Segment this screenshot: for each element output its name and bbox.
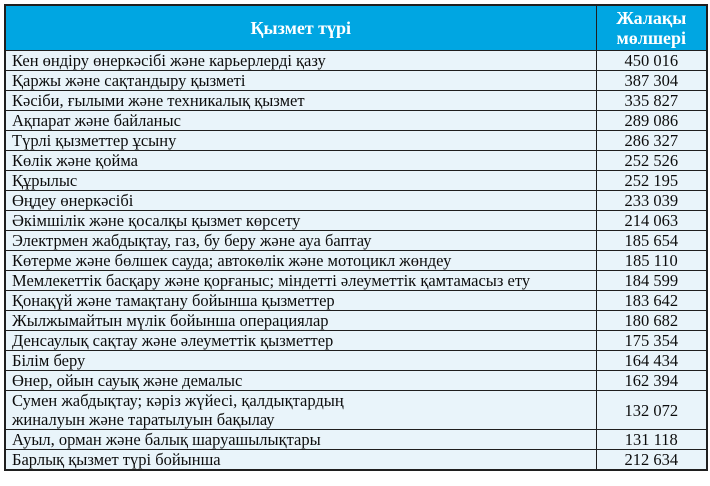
- activity-cell: Түрлі қызметтер ұсыну: [4, 130, 597, 151]
- table-row: Өңдеу өнеркәсібі 233 039: [4, 190, 708, 211]
- page: Қызмет түрі Жалақы мөлшері Кен өндіру өн…: [4, 4, 708, 471]
- salary-cell: 212 634: [595, 449, 708, 471]
- table-body: Кен өндіру өнеркәсібі және карьерлерді қ…: [4, 50, 708, 471]
- table-row: Қаржы және сақтандыру қызметі 387 304: [4, 70, 708, 91]
- activity-cell: Әкімшілік және қосалқы қызмет көрсету: [4, 210, 597, 231]
- salary-cell: 450 016: [595, 50, 708, 71]
- activity-cell: Құрылыс: [4, 170, 597, 191]
- salary-cell: 132 072: [595, 390, 708, 430]
- table-row: Құрылыс 252 195: [4, 170, 708, 191]
- activity-cell: Қаржы және сақтандыру қызметі: [4, 70, 597, 91]
- salary-cell: 185 654: [595, 230, 708, 251]
- activity-cell: Жылжымайтын мүлік бойынша операциялар: [4, 310, 597, 331]
- salary-cell: 164 434: [595, 350, 708, 371]
- header-row: Қызмет түрі Жалақы мөлшері: [4, 4, 708, 51]
- salary-by-activity-table: Қызмет түрі Жалақы мөлшері Кен өндіру өн…: [4, 4, 708, 471]
- salary-cell: 289 086: [595, 110, 708, 131]
- salary-cell: 175 354: [595, 330, 708, 351]
- table-row: Кәсіби, ғылыми және техникалық қызмет 33…: [4, 90, 708, 111]
- table-header: Қызмет түрі Жалақы мөлшері: [4, 4, 708, 51]
- table-row: Кен өндіру өнеркәсібі және карьерлерді қ…: [4, 50, 708, 71]
- table-row: Сумен жабдықтау; кәріз жүйесі, қалдықтар…: [4, 390, 708, 430]
- salary-cell: 286 327: [595, 130, 708, 151]
- activity-cell: Кәсіби, ғылыми және техникалық қызмет: [4, 90, 597, 111]
- activity-cell: Мемлекеттік басқару және қорғаныс; мінде…: [4, 270, 597, 291]
- activity-cell: Білім беру: [4, 350, 597, 371]
- table-row: Көтерме және бөлшек сауда; автокөлік жән…: [4, 250, 708, 271]
- header-activity-type: Қызмет түрі: [4, 4, 597, 51]
- salary-cell: 335 827: [595, 90, 708, 111]
- salary-cell: 184 599: [595, 270, 708, 291]
- activity-cell: Кен өндіру өнеркәсібі және карьерлерді қ…: [4, 50, 597, 71]
- activity-cell: Өнер, ойын сауық және демалыс: [4, 370, 597, 391]
- table-row: Мемлекеттік басқару және қорғаныс; мінде…: [4, 270, 708, 291]
- activity-cell: Қонақүй және тамақтану бойынша қызметтер: [4, 290, 597, 311]
- table-row: Ауыл, орман және балық шаруашылықтары 13…: [4, 429, 708, 450]
- table-row: Жылжымайтын мүлік бойынша операциялар 18…: [4, 310, 708, 331]
- salary-cell: 252 526: [595, 150, 708, 171]
- activity-cell: Ақпарат және байланыс: [4, 110, 597, 131]
- activity-cell: Көлік және қойма: [4, 150, 597, 171]
- activity-cell: Ауыл, орман және балық шаруашылықтары: [4, 429, 597, 450]
- table-row: Денсаулық сақтау және әлеуметтік қызметт…: [4, 330, 708, 351]
- salary-cell: 252 195: [595, 170, 708, 191]
- activity-cell: Денсаулық сақтау және әлеуметтік қызметт…: [4, 330, 597, 351]
- table-row: Білім беру 164 434: [4, 350, 708, 371]
- table-row: Түрлі қызметтер ұсыну 286 327: [4, 130, 708, 151]
- table-row: Ақпарат және байланыс 289 086: [4, 110, 708, 131]
- header-salary-amount: Жалақы мөлшері: [595, 4, 708, 51]
- salary-cell: 185 110: [595, 250, 708, 271]
- table-row: Электрмен жабдықтау, газ, бу беру және а…: [4, 230, 708, 251]
- activity-cell: Барлық қызмет түрі бойынша: [4, 449, 597, 471]
- salary-cell: 180 682: [595, 310, 708, 331]
- table-row: Өнер, ойын сауық және демалыс 162 394: [4, 370, 708, 391]
- salary-cell: 214 063: [595, 210, 708, 231]
- table-row: Қонақүй және тамақтану бойынша қызметтер…: [4, 290, 708, 311]
- table-row: Көлік және қойма 252 526: [4, 150, 708, 171]
- activity-cell: Сумен жабдықтау; кәріз жүйесі, қалдықтар…: [4, 390, 597, 430]
- activity-cell: Өңдеу өнеркәсібі: [4, 190, 597, 211]
- salary-cell: 233 039: [595, 190, 708, 211]
- activity-cell: Электрмен жабдықтау, газ, бу беру және а…: [4, 230, 597, 251]
- table-row: Әкімшілік және қосалқы қызмет көрсету 21…: [4, 210, 708, 231]
- table-row: Барлық қызмет түрі бойынша 212 634: [4, 449, 708, 471]
- salary-cell: 183 642: [595, 290, 708, 311]
- salary-cell: 387 304: [595, 70, 708, 91]
- salary-cell: 131 118: [595, 429, 708, 450]
- activity-cell: Көтерме және бөлшек сауда; автокөлік жән…: [4, 250, 597, 271]
- salary-cell: 162 394: [595, 370, 708, 391]
